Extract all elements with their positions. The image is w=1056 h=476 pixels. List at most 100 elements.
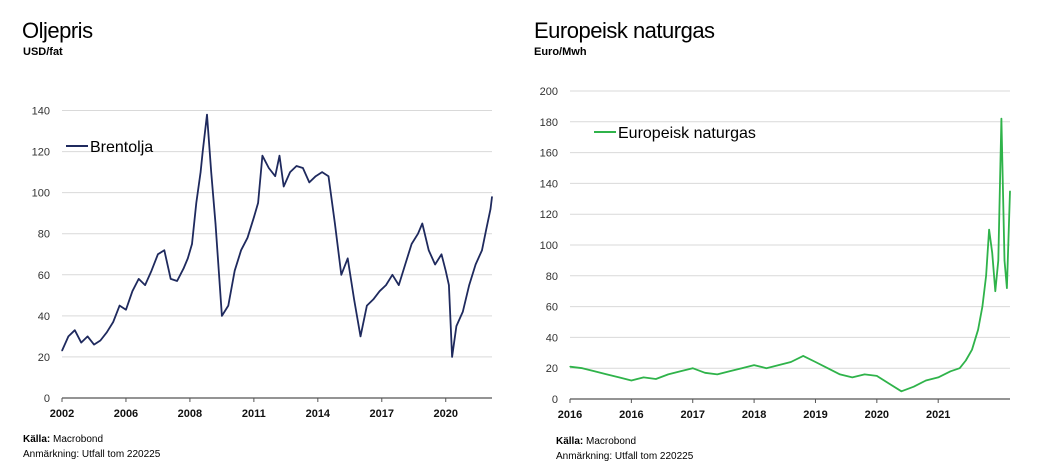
data-point (321, 171, 323, 173)
data-point (308, 181, 310, 183)
note-label: Anmärkning: (23, 449, 80, 460)
data-point (913, 386, 915, 388)
x-tick-label: 2016 (558, 409, 582, 421)
data-point (61, 350, 63, 352)
source-label: Källa: (23, 434, 51, 445)
data-point (981, 306, 983, 308)
y-tick-label: 160 (540, 148, 558, 160)
data-point (278, 155, 281, 157)
data-point (716, 373, 718, 375)
series-line (61, 113, 493, 358)
x-tick-label: 2014 (306, 408, 331, 420)
data-point (125, 309, 127, 311)
data-point (163, 249, 165, 251)
data-point (851, 376, 853, 379)
data-point (1003, 259, 1006, 261)
data-point (704, 372, 706, 374)
source-value: Macrobond (586, 436, 637, 447)
data-point (949, 370, 952, 372)
data-point (593, 370, 596, 372)
data-point (485, 229, 487, 231)
data-point (802, 355, 804, 357)
data-point (692, 367, 694, 369)
data-point (728, 370, 731, 372)
oil-price-chart: 0 20 40 60 80 100 120 140 2002 2006 2008 2011 2014 20… (32, 106, 493, 420)
data-point (618, 376, 620, 379)
legend-label: Brentolja (90, 139, 153, 156)
data-point (455, 325, 457, 327)
y-tick-label: 40 (38, 311, 50, 323)
data-point (202, 151, 204, 153)
data-point (888, 383, 890, 385)
chart-unit: Euro/Mwh (534, 46, 587, 58)
data-point (434, 263, 436, 266)
data-point (451, 356, 453, 358)
x-tick-label: 2002 (50, 408, 74, 420)
y-tick-label: 180 (540, 117, 558, 129)
data-point (985, 275, 987, 277)
data-point (581, 367, 583, 369)
data-point (937, 376, 939, 379)
data-point (569, 366, 571, 368)
data-point (74, 329, 76, 331)
source-label: Källa: (556, 436, 584, 447)
data-point (489, 208, 492, 210)
data-point (221, 315, 223, 317)
y-tick-label: 20 (546, 363, 558, 375)
y-tick-label: 140 (32, 106, 50, 118)
data-point (283, 185, 285, 188)
source-line: Källa: Macrobond (23, 434, 103, 445)
data-point (295, 165, 298, 167)
y-tick-label: 200 (540, 86, 558, 98)
y-tick-label: 100 (32, 188, 50, 200)
data-point (428, 249, 430, 251)
data-point (379, 290, 381, 292)
data-point (347, 257, 349, 259)
data-point (440, 253, 443, 255)
y-tick-label: 60 (38, 270, 50, 282)
data-point (468, 284, 470, 286)
data-point (1009, 190, 1011, 192)
data-point (790, 361, 792, 363)
data-point (778, 364, 780, 366)
data-point (366, 305, 368, 307)
data-point (655, 378, 657, 380)
series-line (569, 117, 1011, 393)
y-tick-label: 120 (32, 147, 50, 159)
data-point (106, 331, 108, 333)
data-point (182, 268, 185, 270)
data-point (240, 249, 242, 251)
x-tick-label: 2008 (178, 408, 202, 420)
data-point (257, 202, 259, 204)
data-point (327, 175, 330, 177)
y-tick-label: 0 (552, 394, 558, 406)
x-tick-label: 2017 (680, 409, 704, 421)
data-point (176, 280, 178, 282)
note-line: Anmärkning: Utfall tom 220225 (556, 451, 693, 462)
data-point (988, 229, 990, 231)
data-point (997, 259, 999, 261)
data-point (965, 359, 967, 362)
data-point (445, 270, 447, 272)
source-line: Källa: Macrobond (556, 436, 636, 447)
data-point (187, 257, 189, 259)
data-point (753, 364, 755, 366)
x-tick-label: 2016 (619, 409, 643, 421)
data-point (1000, 118, 1003, 120)
y-tick-label: 80 (38, 229, 50, 241)
note-value: Utfall tom 220225 (81, 449, 161, 460)
x-tick-label: 2006 (114, 408, 138, 420)
x-tick-label: 2011 (242, 408, 266, 420)
data-point (353, 298, 355, 301)
data-point (925, 379, 927, 382)
data-point (214, 222, 217, 225)
x-tick-label: 2018 (742, 409, 766, 421)
data-point (971, 349, 973, 351)
y-tick-label: 80 (546, 271, 558, 283)
data-point (385, 284, 387, 286)
data-point (67, 335, 69, 337)
data-point (863, 373, 866, 375)
chart-unit: USD/fat (23, 46, 63, 58)
y-tick-label: 0 (44, 393, 50, 405)
note-label: Anmärkning: (556, 451, 613, 462)
